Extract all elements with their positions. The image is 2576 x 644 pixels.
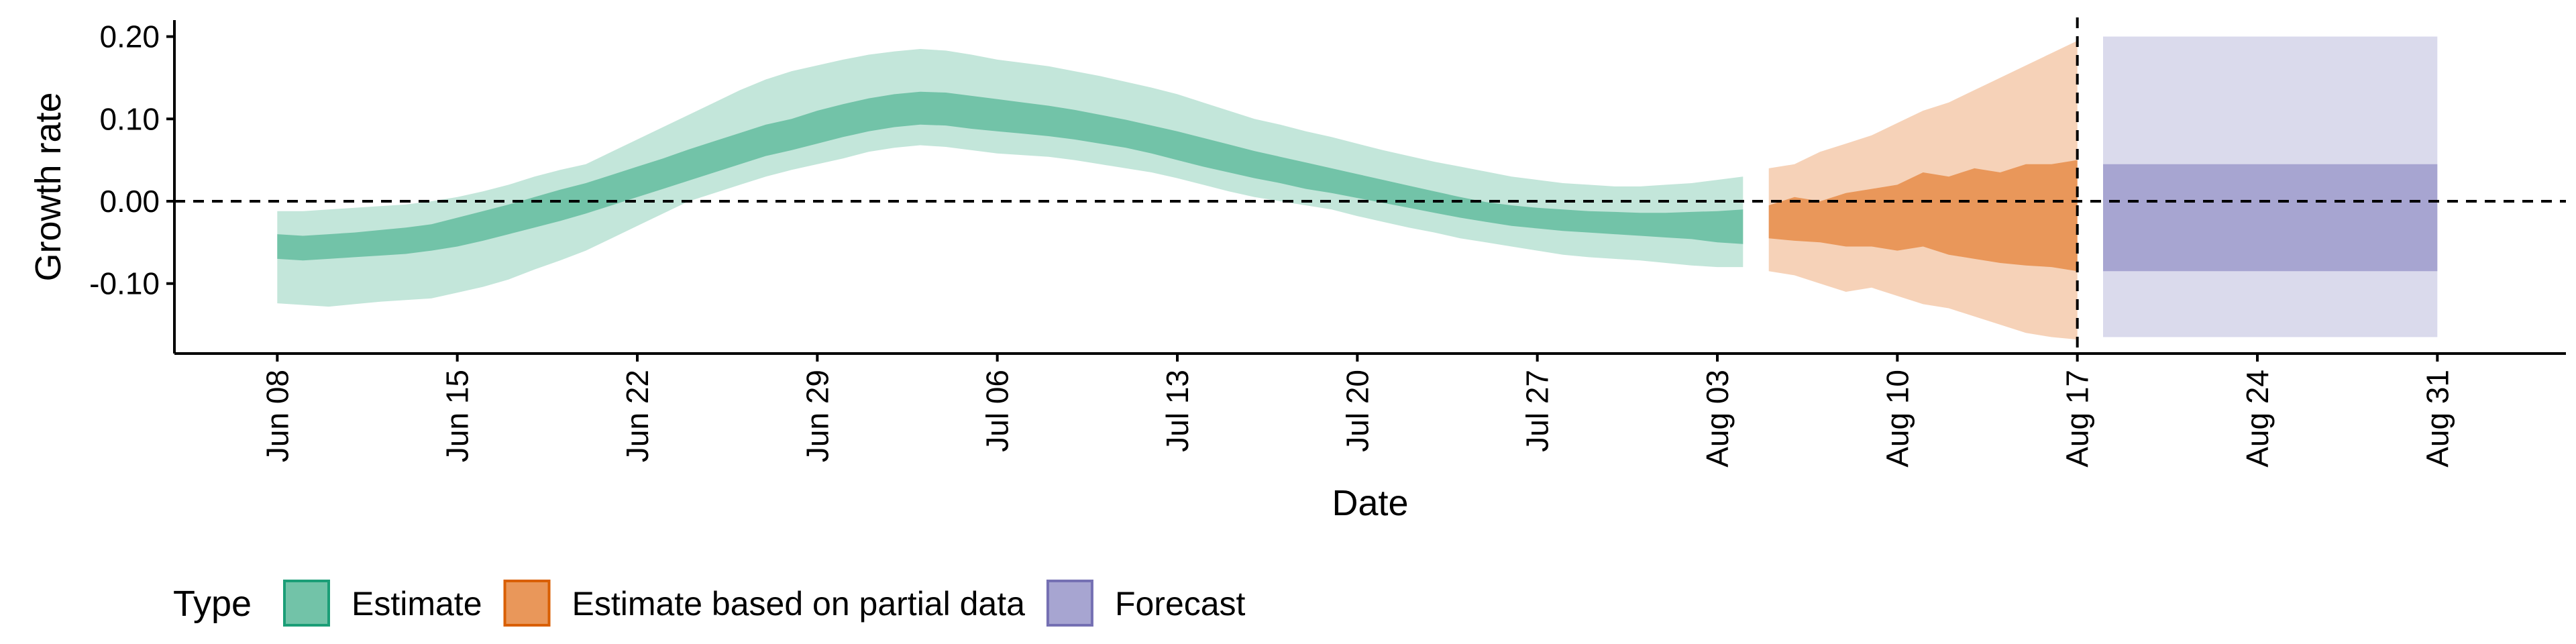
legend-label-forecast: Forecast (1115, 585, 1246, 623)
legend-swatch-estimate (283, 580, 330, 627)
legend-label-estimate: Estimate (352, 585, 482, 623)
legend-label-estimate-based-on-partial-data: Estimate based on partial data (572, 585, 1026, 623)
legend-title: Type (173, 584, 252, 624)
y-axis-title: Growth rate (28, 92, 68, 281)
y-tick-label: 0.20 (99, 19, 160, 54)
x-tick-label: Aug 31 (2420, 370, 2455, 468)
x-tick-label: Jul 20 (1340, 370, 1375, 452)
legend: Type Estimate Estimate based on partial d… (173, 580, 1246, 627)
axes: -0.10 0.00 0.10 0.20 Jun 08 Jun 15 Jun 22 Jun 2… (89, 19, 2566, 468)
legend-swatch-estimate-based-on-partial-data (503, 580, 551, 627)
x-tick-label: Jul 27 (1520, 370, 1555, 452)
x-tick-label: Aug 10 (1880, 370, 1915, 468)
x-axis-title: Date (1332, 483, 1408, 523)
estimate-50-band (277, 91, 1743, 261)
x-tick-label: Jun 22 (620, 370, 655, 462)
reference-lines (174, 17, 2566, 354)
forecast-50-band (2103, 164, 2438, 272)
x-tick-label: Aug 03 (1700, 370, 1735, 468)
legend-swatch-forecast (1046, 580, 1093, 627)
y-tick-label: -0.10 (89, 266, 160, 301)
x-tick-label: Jul 13 (1160, 370, 1195, 452)
y-tick-label: 0.00 (99, 184, 160, 219)
estimate-based-on-partial-data-50-band (1768, 160, 2078, 272)
x-tick-label: Aug 17 (2060, 370, 2095, 468)
y-tick-label: 0.10 (99, 101, 160, 136)
estimate-90-band (277, 49, 1743, 307)
x-tick-label: Aug 24 (2240, 370, 2275, 468)
ribbon-layer (277, 36, 2438, 340)
x-tick-label: Jun 29 (800, 370, 835, 462)
x-tick-label: Jun 15 (440, 370, 475, 462)
x-tick-label: Jul 06 (980, 370, 1015, 452)
x-tick-label: Jun 08 (260, 370, 294, 462)
